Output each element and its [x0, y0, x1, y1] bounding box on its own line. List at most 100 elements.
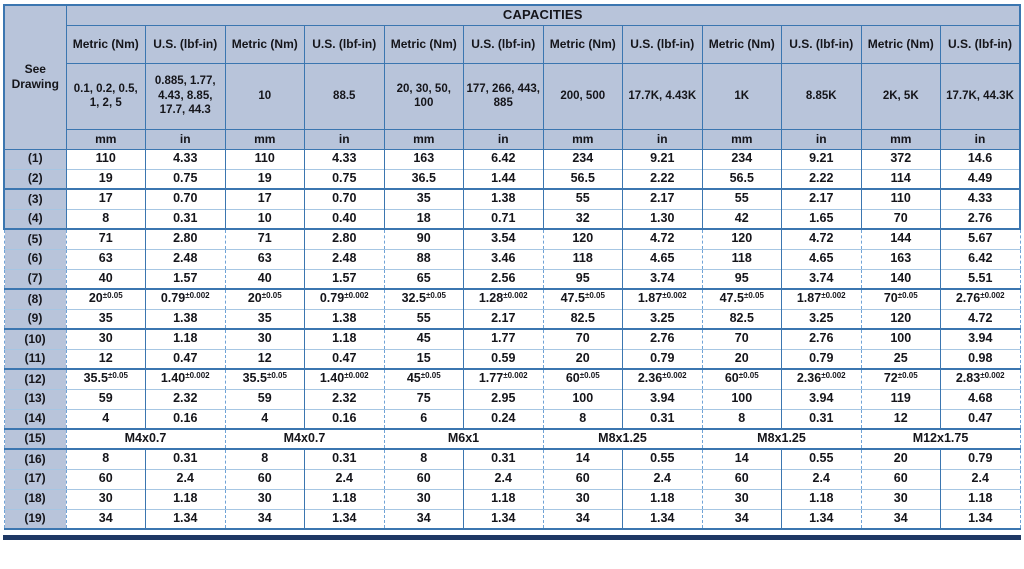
capacity-value-header: 17.7K, 4.43K — [622, 62, 703, 130]
tolerance-superscript: ±0.05 — [420, 371, 441, 381]
dimension-cell: 30 — [65, 328, 146, 349]
dimension-cell: 65 — [383, 268, 464, 289]
dimension-cell: 71 — [65, 228, 146, 249]
dimension-cell: 1.57 — [304, 268, 384, 289]
dimension-cell: 110 — [65, 148, 146, 169]
dimension-cell: 2.36±0.002 — [622, 368, 702, 389]
dimension-cell: 30 — [65, 488, 146, 509]
capacity-value-header: 10 — [224, 62, 305, 130]
tolerance-superscript: ±0.05 — [266, 371, 287, 381]
dimension-cell: 0.24 — [463, 408, 543, 429]
dimension-cell: 3.25 — [781, 308, 861, 329]
us-column-header: U.S. (lbf-in) — [781, 24, 862, 64]
dimension-cell: 5.51 — [940, 268, 1021, 289]
dimension-cell: 8 — [224, 448, 305, 469]
row-label: (3) — [3, 188, 66, 209]
row-label: (16) — [3, 448, 66, 469]
dimension-cell: 4.33 — [145, 148, 225, 169]
dimension-cell: 1.28±0.002 — [463, 288, 543, 309]
row-label: (14) — [3, 408, 66, 429]
dimension-cell: 163 — [860, 248, 941, 269]
dimension-cell: 8 — [701, 408, 782, 429]
dimension-cell: 1.18 — [781, 488, 861, 509]
capacity-value-header: 20, 30, 50, 100 — [383, 62, 464, 130]
capacities-table-container: See Drawing CAPACITIES Metric (Nm) U.S. (… — [3, 4, 1021, 540]
dimension-cell: 20±0.05 — [224, 288, 305, 309]
capacity-value-header: 2K, 5K — [860, 62, 941, 130]
table-row: (5) 71 2.80 71 2.80 90 3.54 120 4.72 120 4.72 144 5.… — [3, 228, 1021, 249]
dimension-cell: 34 — [542, 508, 623, 530]
metric-column-header: Metric (Nm) — [542, 24, 623, 64]
unit-header: in — [781, 128, 862, 150]
dimension-cell: 25 — [860, 348, 941, 369]
dimension-cell: 2.80 — [304, 228, 384, 249]
dimension-cell: 4.72 — [781, 228, 861, 249]
capacities-table: See Drawing CAPACITIES Metric (Nm) U.S. (… — [3, 4, 1021, 530]
table-row: (10) 30 1.18 30 1.18 45 1.77 70 2.76 70 2.76 100 3.9… — [3, 328, 1021, 349]
unit-header: in — [463, 128, 544, 150]
dimension-cell: 30 — [542, 488, 623, 509]
dimension-cell: 63 — [65, 248, 146, 269]
bottom-rule — [3, 535, 1021, 540]
dimension-cell: 1.18 — [463, 488, 543, 509]
dimension-cell: 119 — [860, 388, 941, 409]
dimension-cell: 95 — [542, 268, 623, 289]
dimension-cell: 3.94 — [622, 388, 702, 409]
dimension-cell: 2.48 — [304, 248, 384, 269]
dimension-cell: 15 — [383, 348, 464, 369]
dimension-cell: 2.4 — [463, 468, 543, 489]
dimension-cell: 0.16 — [145, 408, 225, 429]
dimension-cell: 4.65 — [622, 248, 702, 269]
capacity-value-header: 1K — [701, 62, 782, 130]
dimension-cell: 0.31 — [145, 448, 225, 469]
dimension-cell: 2.4 — [940, 468, 1021, 489]
table-row: (16) 8 0.31 8 0.31 8 0.31 14 0.55 14 0.55 20 0.79 — [3, 448, 1021, 469]
dimension-cell: 163 — [383, 148, 464, 169]
dimension-cell: 1.18 — [940, 488, 1021, 509]
dimension-cell: 59 — [65, 388, 146, 409]
dimension-cell: 1.77 — [463, 328, 543, 349]
thread-size-cell: M6x1 — [383, 428, 543, 449]
table-row: (4) 8 0.31 10 0.40 18 0.71 32 1.30 42 1.65 70 2.76 — [3, 208, 1021, 229]
dimension-cell: 55 — [542, 188, 623, 209]
dimension-cell: 40 — [65, 268, 146, 289]
unit-header: mm — [701, 128, 782, 150]
dimension-cell: 118 — [542, 248, 623, 269]
dimension-cell: 1.34 — [145, 508, 225, 530]
dimension-cell: 234 — [542, 148, 623, 169]
dimension-cell: 1.40±0.002 — [304, 368, 384, 389]
dimension-cell: 1.38 — [145, 308, 225, 329]
dimension-cell: 2.83±0.002 — [940, 368, 1021, 389]
dimension-cell: 1.30 — [622, 208, 702, 229]
dimension-cell: 2.95 — [463, 388, 543, 409]
dimension-cell: 120 — [542, 228, 623, 249]
dimension-cell: 88 — [383, 248, 464, 269]
dimension-cell: 0.71 — [463, 208, 543, 229]
table-row: (18) 30 1.18 30 1.18 30 1.18 30 1.18 30 1.18 30 1.18 — [3, 488, 1021, 509]
table-row: (1) 110 4.33 110 4.33 163 6.42 234 9.21 234 9.21 37… — [3, 148, 1021, 169]
dimension-cell: 2.17 — [781, 188, 861, 209]
dimension-cell: 1.40±0.002 — [145, 368, 225, 389]
metric-column-header: Metric (Nm) — [383, 24, 464, 64]
dimension-cell: 100 — [860, 328, 941, 349]
dimension-cell: 0.98 — [940, 348, 1021, 369]
dimension-cell: 10 — [224, 208, 305, 229]
capacity-value-header: 88.5 — [304, 62, 385, 130]
us-column-header: U.S. (lbf-in) — [145, 24, 226, 64]
table-body: (1) 110 4.33 110 4.33 163 6.42 234 9.21 234 9.21 37… — [3, 148, 1021, 530]
dimension-cell: 110 — [860, 188, 941, 209]
dimension-cell: 1.18 — [622, 488, 702, 509]
row-label: (15) — [3, 428, 66, 449]
unit-header: in — [940, 128, 1021, 150]
row-label: (18) — [3, 488, 66, 509]
see-drawing-header: See Drawing — [3, 4, 67, 150]
dimension-cell: 63 — [224, 248, 305, 269]
dimension-cell: 2.48 — [145, 248, 225, 269]
dimension-cell: 4.33 — [940, 188, 1021, 209]
dimension-cell: 0.70 — [145, 188, 225, 209]
dimension-cell: 2.4 — [781, 468, 861, 489]
dimension-cell: 1.44 — [463, 168, 543, 189]
table-row: (13) 59 2.32 59 2.32 75 2.95 100 3.94 100 3.94 119 4… — [3, 388, 1021, 409]
table-row: (17) 60 2.4 60 2.4 60 2.4 60 2.4 60 2.4 60 2.4 — [3, 468, 1021, 489]
header-row-capacity-values: 0.1, 0.2, 0.5, 1, 2, 5 0.885, 1.77, 4.43,… — [4, 62, 1021, 130]
